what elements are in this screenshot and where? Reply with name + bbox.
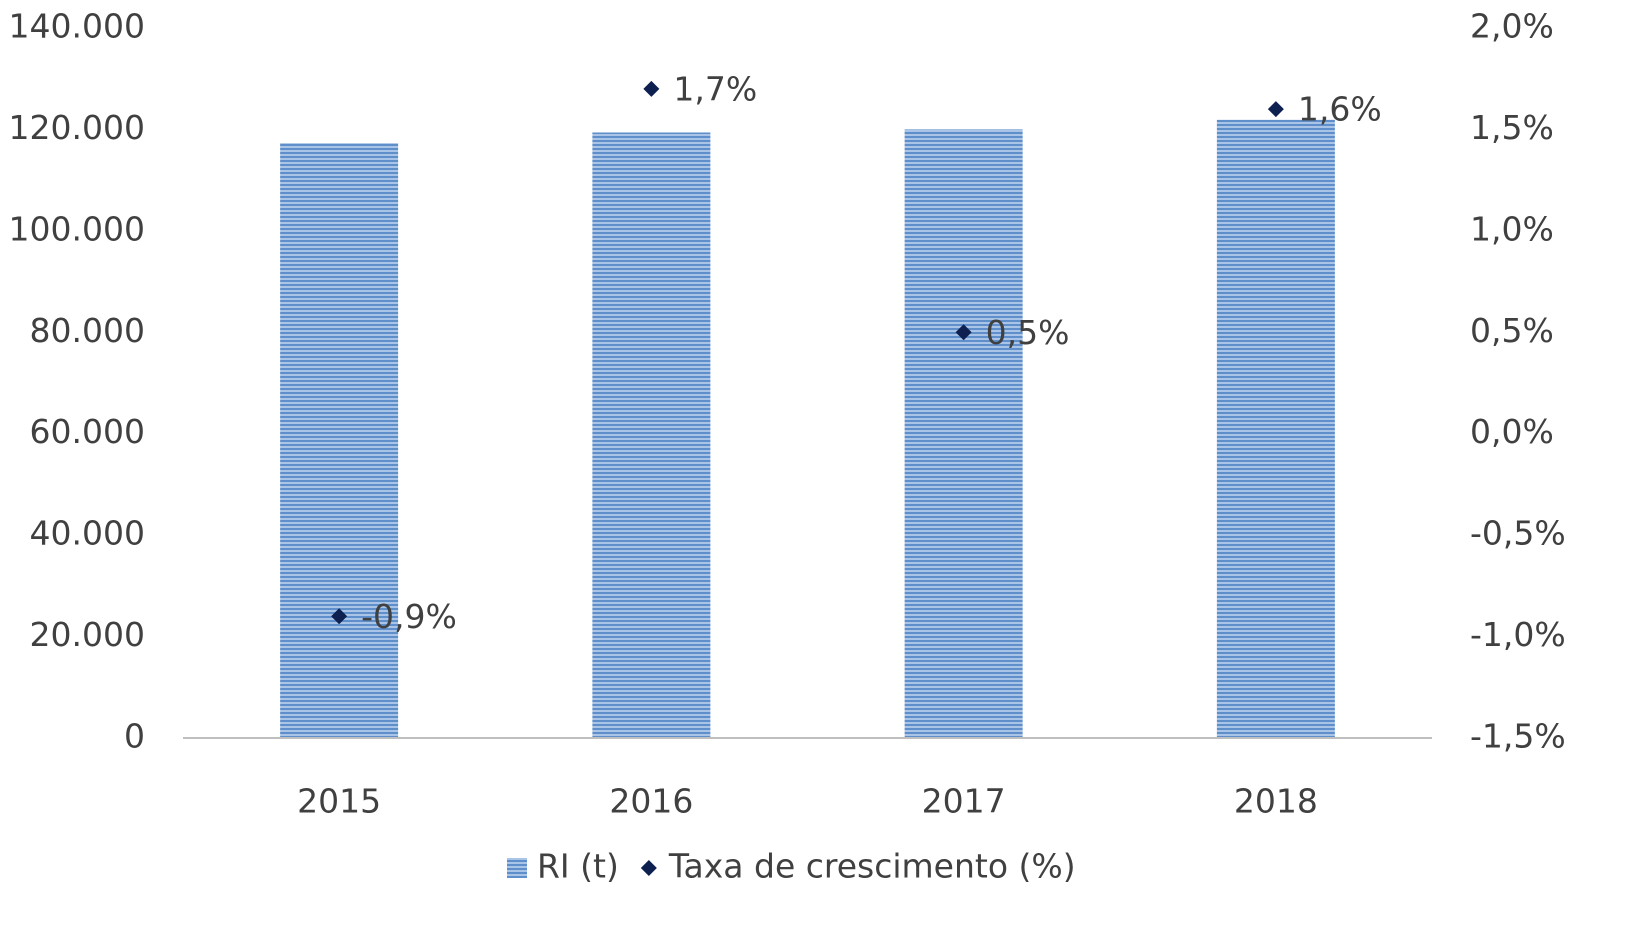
data-label: -0,9%	[361, 597, 457, 636]
y2-tick-label: -0,5%	[1470, 514, 1566, 553]
bar	[280, 143, 399, 738]
x-tick-label: 2018	[1234, 782, 1318, 821]
legend-marker	[640, 860, 657, 876]
data-label: 1,6%	[1298, 90, 1382, 129]
y-tick-label: 140.000	[9, 7, 145, 46]
y-tick-label: 20.000	[30, 615, 145, 654]
bar	[592, 132, 711, 738]
legend-label: RI (t)	[537, 847, 619, 886]
bar	[904, 129, 1023, 738]
data-label: 0,5%	[986, 313, 1070, 352]
y-tick-label: 80.000	[30, 311, 145, 350]
data-label: 1,7%	[673, 69, 757, 108]
x-tick-label: 2016	[609, 782, 693, 821]
y2-tick-label: 0,5%	[1470, 311, 1554, 350]
legend-marker	[507, 858, 527, 878]
x-tick-label: 2015	[297, 782, 381, 821]
legend-label: Taxa de crescimento (%)	[668, 847, 1076, 886]
y2-tick-label: 2,0%	[1470, 7, 1554, 46]
y2-tick-label: -1,5%	[1470, 717, 1566, 756]
y-tick-label: 40.000	[30, 514, 145, 553]
y2-tick-label: 1,5%	[1470, 108, 1554, 147]
y-tick-label: 60.000	[30, 412, 145, 451]
y2-tick-label: 1,0%	[1470, 209, 1554, 248]
point-marker	[1267, 101, 1284, 118]
point-marker	[955, 324, 972, 341]
y-tick-label: 120.000	[9, 108, 145, 147]
y2-tick-label: 0,0%	[1470, 412, 1554, 451]
y-tick-label: 0	[124, 717, 145, 756]
x-tick-label: 2017	[922, 782, 1006, 821]
y-tick-label: 100.000	[9, 209, 145, 248]
point-marker	[643, 80, 660, 97]
point-marker	[331, 608, 348, 625]
y2-tick-label: -1,0%	[1470, 615, 1566, 654]
bar	[1216, 119, 1335, 739]
